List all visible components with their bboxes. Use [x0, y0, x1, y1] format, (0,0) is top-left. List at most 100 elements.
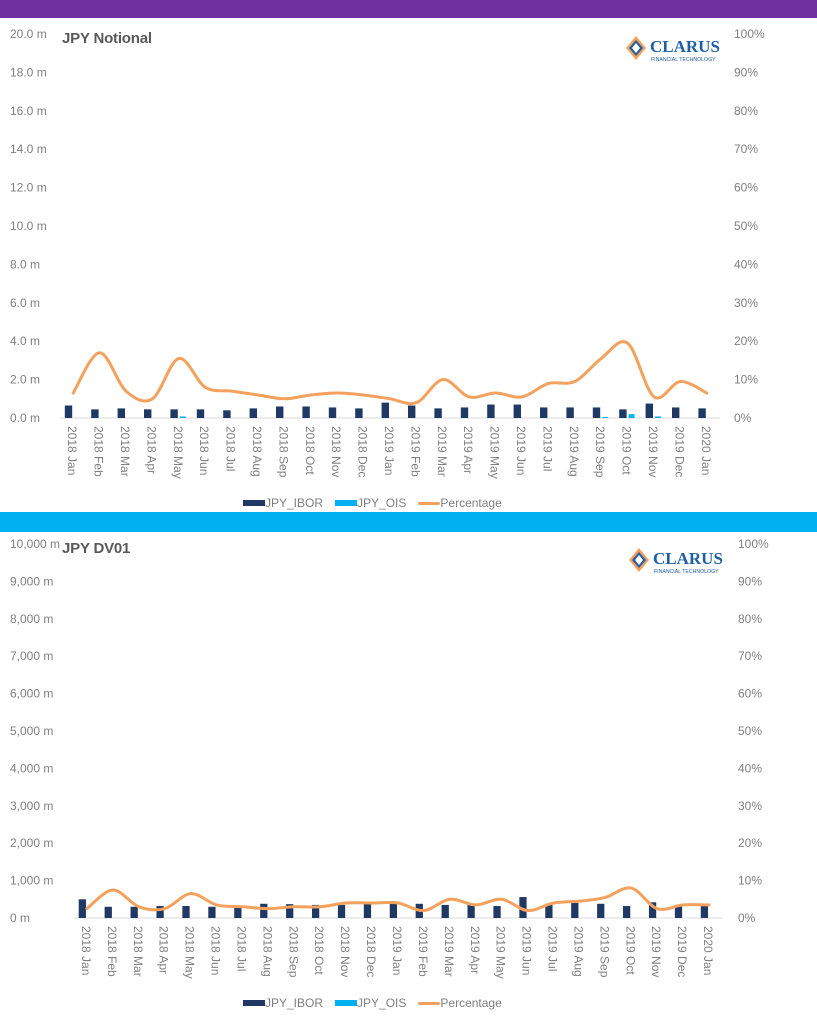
x-tick-label: 2019 Jan — [390, 926, 404, 975]
logo-tagline: FINANCIAL TECHNOLOGY — [651, 57, 716, 63]
y-tick-left: 12.0 m — [10, 181, 47, 195]
bar-ibor — [493, 906, 501, 918]
legend-label-percentage: Percentage — [440, 496, 502, 510]
bar-ibor — [276, 406, 284, 418]
legend-swatch-ibor — [243, 1000, 265, 1006]
y-tick-right: 20% — [738, 836, 762, 850]
y-tick-right: 60% — [738, 687, 762, 701]
y-tick-right: 50% — [734, 219, 758, 233]
y-tick-left: 2,000 m — [10, 836, 53, 850]
bar-ibor — [648, 902, 657, 918]
x-tick-label: 2019 Jan — [382, 426, 396, 475]
y-tick-left: 16.0 m — [10, 104, 47, 118]
bar-ibor — [302, 406, 310, 418]
bar-ibor — [156, 906, 164, 918]
x-tick-label: 2019 Feb — [416, 926, 430, 977]
x-tick-label: 2019 May — [488, 426, 502, 479]
bar-ibor — [460, 407, 469, 418]
bar-ibor — [260, 903, 268, 918]
legend-swatch-ibor — [243, 500, 265, 506]
x-tick-label: 2019 Oct — [620, 426, 634, 475]
legend-notional: JPY_IBOR JPY_OIS Percentage — [243, 496, 510, 510]
y-tick-left: 10,000 m — [10, 537, 60, 551]
x-tick-label: 2020 Jan — [701, 926, 715, 975]
x-tick-label: 2019 Apr — [468, 926, 482, 974]
x-tick-label: 2019 Mar — [442, 926, 456, 977]
bar-ibor — [441, 904, 449, 918]
clarus-logo: CLARUS FINANCIAL TECHNOLOGY — [624, 32, 726, 66]
bar-ibor — [311, 904, 320, 918]
x-tick-label: 2019 Jun — [520, 926, 534, 975]
bar-ibor — [519, 897, 527, 918]
legend-label-ibor: JPY_IBOR — [265, 496, 324, 510]
y-tick-left: 18.0 m — [10, 65, 47, 79]
x-tick-label: 2019 Mar — [435, 426, 449, 477]
y-tick-right: 40% — [734, 257, 758, 271]
bar-ibor — [208, 906, 216, 918]
y-tick-left: 10.0 m — [10, 219, 47, 233]
y-tick-left: 9,000 m — [10, 574, 53, 588]
x-tick-label: 2019 Apr — [461, 426, 475, 474]
bar-ibor — [64, 405, 73, 418]
y-tick-right: 50% — [738, 724, 762, 738]
y-tick-right: 20% — [734, 334, 758, 348]
y-tick-left: 4.0 m — [10, 334, 40, 348]
top-color-band — [0, 0, 817, 18]
x-tick-label: 2019 Jun — [514, 426, 528, 475]
bar-ibor — [337, 904, 346, 918]
x-tick-label: 2019 May — [494, 926, 508, 979]
bar-ibor — [592, 407, 601, 418]
bar-ibor — [91, 409, 99, 418]
middle-color-band — [0, 512, 817, 532]
bar-ibor — [389, 903, 397, 918]
y-tick-left: 0 m — [10, 911, 30, 925]
x-tick-label: 2019 Aug — [567, 426, 581, 477]
x-tick-label: 2019 Nov — [649, 926, 663, 977]
y-tick-right: 30% — [738, 799, 762, 813]
legend-swatch-percentage — [418, 501, 441, 505]
x-tick-label: 2018 May — [171, 426, 185, 479]
y-tick-left: 7,000 m — [10, 649, 53, 663]
logo-wordmark: CLARUS — [650, 37, 720, 56]
legend-label-ibor: JPY_IBOR — [265, 996, 324, 1010]
x-tick-label: 2018 Aug — [250, 426, 264, 477]
bar-ibor — [78, 899, 86, 918]
x-tick-label: 2019 Dec — [672, 426, 686, 477]
legend-dv01: JPY_IBOR JPY_OIS Percentage — [243, 996, 510, 1010]
legend-label-percentage: Percentage — [440, 996, 502, 1010]
y-tick-right: 10% — [738, 874, 762, 888]
bar-ibor — [545, 903, 553, 918]
bar-ibor — [144, 409, 152, 418]
bar-ibor — [619, 409, 627, 418]
legend-swatch-ois — [335, 1000, 358, 1006]
bar-ois — [179, 416, 186, 418]
bar-ibor — [571, 903, 579, 918]
x-tick-label: 2018 Nov — [329, 426, 343, 477]
x-tick-label: 2019 Dec — [675, 926, 689, 977]
chart-panel-notional: 0.0 m 2.0 m 4.0 m 6.0 m 8.0 m 10.0 m 12.0 m 14.… — [0, 20, 817, 510]
legend-label-ois: JPY_OIS — [357, 996, 407, 1010]
x-tick-label: 2020 Jan — [699, 426, 713, 475]
bar-ibor — [672, 407, 680, 418]
bar-ibor — [674, 904, 683, 918]
bar-ibor — [408, 405, 416, 418]
y-tick-left: 5,000 m — [10, 724, 53, 738]
bar-ibor — [182, 906, 190, 918]
y-tick-right: 70% — [738, 649, 762, 663]
bar-ibor — [223, 410, 231, 418]
x-tick-label: 2018 Apr — [157, 926, 171, 974]
bar-ibor — [623, 906, 631, 918]
x-tick-label: 2018 Oct — [303, 426, 317, 475]
notional-chart: 0.0 m 2.0 m 4.0 m 6.0 m 8.0 m 10.0 m 12.0 m 14.… — [10, 27, 765, 479]
x-tick-label: 2018 Jul — [224, 426, 238, 471]
bar-ibor — [513, 404, 521, 418]
x-tick-label: 2018 Oct — [312, 926, 326, 975]
legend-item-ibor: JPY_IBOR — [243, 496, 323, 510]
x-tick-label: 2018 Jan — [79, 926, 93, 975]
x-tick-label: 2018 Jul — [234, 926, 248, 971]
y-tick-left: 8.0 m — [10, 257, 40, 271]
x-tick-label: 2019 Jul — [540, 426, 554, 471]
x-tick-label: 2019 Sep — [593, 426, 607, 478]
y-tick-left: 3,000 m — [10, 799, 53, 813]
legend-swatch-percentage — [418, 1001, 441, 1005]
